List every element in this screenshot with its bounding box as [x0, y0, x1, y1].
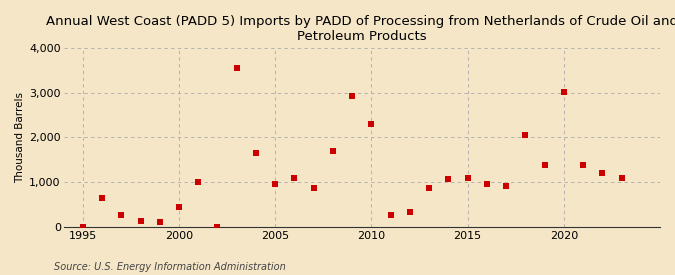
- Point: [462, 176, 473, 180]
- Point: [424, 186, 435, 190]
- Title: Annual West Coast (PADD 5) Imports by PADD of Processing from Netherlands of Cru: Annual West Coast (PADD 5) Imports by PA…: [46, 15, 675, 43]
- Point: [97, 196, 107, 200]
- Point: [539, 163, 550, 167]
- Point: [597, 171, 608, 175]
- Point: [520, 133, 531, 138]
- Text: Source: U.S. Energy Information Administration: Source: U.S. Energy Information Administ…: [54, 262, 286, 272]
- Point: [308, 186, 319, 190]
- Point: [250, 151, 261, 155]
- Point: [501, 184, 512, 189]
- Point: [404, 210, 415, 214]
- Point: [173, 205, 184, 210]
- Point: [558, 89, 569, 94]
- Point: [385, 212, 396, 217]
- Point: [347, 94, 358, 99]
- Point: [270, 182, 281, 186]
- Point: [366, 122, 377, 126]
- Point: [78, 224, 88, 229]
- Point: [135, 219, 146, 223]
- Point: [616, 175, 627, 180]
- Point: [481, 182, 492, 186]
- Y-axis label: Thousand Barrels: Thousand Barrels: [15, 92, 25, 183]
- Point: [289, 175, 300, 180]
- Point: [155, 220, 165, 224]
- Point: [443, 177, 454, 182]
- Point: [232, 66, 242, 71]
- Point: [327, 148, 338, 153]
- Point: [193, 180, 204, 184]
- Point: [116, 212, 127, 217]
- Point: [578, 163, 589, 167]
- Point: [212, 224, 223, 229]
